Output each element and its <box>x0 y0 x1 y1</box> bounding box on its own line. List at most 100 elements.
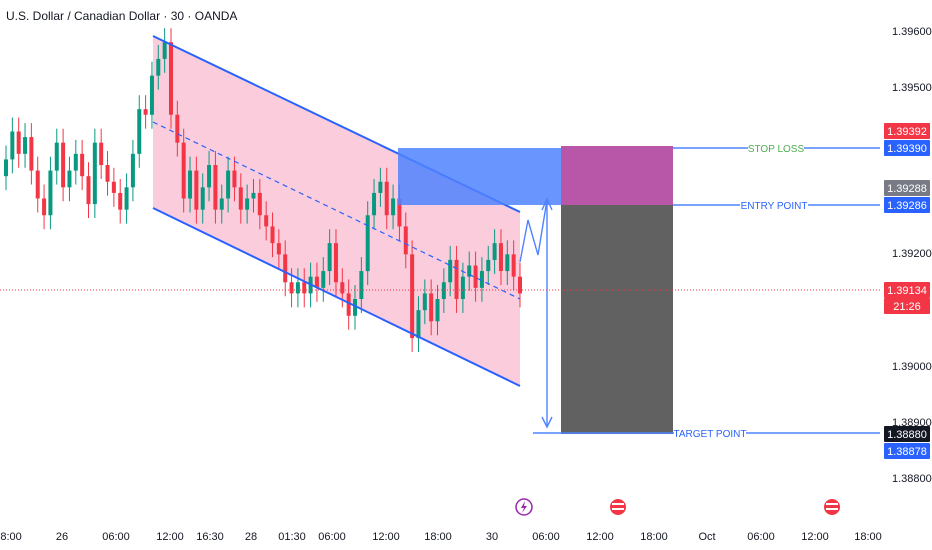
candle-body <box>314 276 319 288</box>
candle-body <box>511 254 516 277</box>
y-tick-label: 1.39500 <box>892 82 932 94</box>
price-label: 1.39288 <box>887 183 927 195</box>
candle-body <box>353 299 358 316</box>
x-tick-label: 06:00 <box>318 531 346 543</box>
candle-body <box>257 192 262 216</box>
x-tick-label: 01:30 <box>278 531 306 543</box>
price-labels: 1.39392 1.39390 1.39288 1.39286 1.39134 21:26… <box>884 123 930 459</box>
candle-body <box>410 254 415 339</box>
candle-body <box>359 271 364 299</box>
candle-body <box>213 165 218 210</box>
candle-body <box>276 243 281 255</box>
candle-body <box>505 254 510 272</box>
price-label: 1.38880 <box>887 429 927 441</box>
descending-channel <box>153 36 520 386</box>
candle-body <box>448 259 453 283</box>
price-label-bg <box>884 197 930 213</box>
candle-body <box>42 198 47 216</box>
candle-body <box>23 137 28 154</box>
candle-body <box>302 282 307 294</box>
channel-mid-line <box>152 121 521 300</box>
x-tick-label: 30 <box>486 531 498 543</box>
x-tick-label: 12:00 <box>372 531 400 543</box>
candle-body <box>194 170 199 210</box>
candle-body <box>54 142 59 171</box>
price-label-bg <box>884 140 930 156</box>
price-label-bg <box>884 298 930 314</box>
candle-body <box>149 75 154 115</box>
projected-path <box>519 199 548 425</box>
candle-body <box>283 254 288 283</box>
x-tick-label: 12:00 <box>586 531 614 543</box>
price-label: 1.39392 <box>887 126 927 138</box>
candle-body <box>168 42 173 115</box>
candle-body <box>486 259 491 272</box>
x-tick-label: 16:30 <box>196 531 224 543</box>
y-axis: 1.396001.395001.392001.390001.389001.388… <box>892 26 932 485</box>
candle-body <box>346 293 351 316</box>
x-tick-label: 06:00 <box>102 531 130 543</box>
price-label: 1.39390 <box>887 143 927 155</box>
candle-body <box>111 181 116 193</box>
target-zone <box>561 205 673 434</box>
candle-body <box>289 282 294 294</box>
candle-body <box>188 170 193 199</box>
x-tick-label: 28 <box>245 531 257 543</box>
x-tick-label: 18:00 <box>854 531 882 543</box>
candle-body <box>340 282 345 294</box>
candle-body <box>492 243 497 260</box>
candle-body <box>92 142 97 205</box>
candles-layer <box>4 28 522 353</box>
entry-point-label: ENTRY POINT <box>741 201 808 212</box>
candle-body <box>219 198 224 210</box>
entry-label-bg <box>740 197 808 213</box>
candle-body <box>61 142 66 188</box>
candle-body <box>498 243 503 272</box>
candle-body <box>118 192 123 210</box>
chart-title: U.S. Dollar / Canadian Dollar · 30 · OAN… <box>6 9 238 23</box>
candle-body <box>124 187 129 210</box>
projected-arrowhead <box>541 416 553 429</box>
candle-body <box>73 153 78 171</box>
x-tick-label: 12:00 <box>801 531 829 543</box>
candle-body <box>181 142 186 199</box>
candle-body <box>130 153 135 188</box>
candle-body <box>327 243 332 272</box>
x-tick-label: 26 <box>56 531 68 543</box>
candle-body <box>321 271 326 288</box>
us-flag-stripe <box>612 508 624 510</box>
candle-body <box>226 170 231 199</box>
candle-body <box>4 159 8 177</box>
candle-body <box>232 170 237 188</box>
event-markers <box>515 498 840 516</box>
candle-body <box>200 187 205 210</box>
candle-body <box>270 226 275 244</box>
price-label-bg <box>884 443 930 459</box>
us-flag-stripe <box>612 503 624 505</box>
candle-body <box>473 265 478 288</box>
y-tick-label: 1.38800 <box>892 473 932 485</box>
us-flag-stripe <box>826 503 838 505</box>
candle-body <box>479 271 484 288</box>
candle-body <box>99 142 104 165</box>
x-tick-label: 18:00 <box>424 531 452 543</box>
candle-body <box>80 153 85 177</box>
entry-zone <box>398 148 561 205</box>
price-label: 1.39134 <box>887 285 927 297</box>
x-tick-label: 06:00 <box>532 531 560 543</box>
candle-body <box>422 293 427 311</box>
price-label: 21:26 <box>893 301 921 313</box>
x-tick-label: 18:00 <box>640 531 668 543</box>
candle-body <box>67 170 72 188</box>
candle-body <box>397 198 402 227</box>
candle-body <box>372 192 377 216</box>
lightning-glyph <box>521 501 527 513</box>
candle-body <box>175 114 180 143</box>
stop-loss-label-bg <box>748 140 804 156</box>
y-tick-label: 1.39600 <box>892 26 932 38</box>
y-tick-label: 1.39200 <box>892 248 932 260</box>
candle-body <box>454 259 459 299</box>
y-tick-label: 1.39000 <box>892 361 932 373</box>
candle-body <box>441 282 446 299</box>
